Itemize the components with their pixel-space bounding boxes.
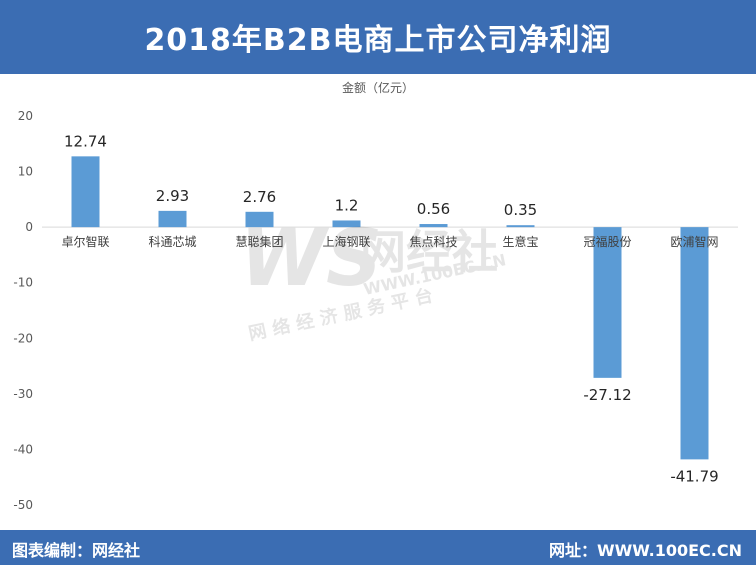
data-label: 0.56 [417, 200, 450, 218]
bar-5 [506, 225, 535, 228]
footer-credit: 图表编制：网经社 [12, 541, 141, 560]
y-tick-label: -50 [13, 498, 33, 512]
footer-bar: 图表编制：网经社 网址：WWW.100EC.CN [0, 530, 756, 565]
data-label: 0.35 [504, 201, 537, 219]
footer-website: 网址：WWW.100EC.CN [548, 541, 742, 560]
category-label: 科通芯城 [148, 235, 196, 249]
data-label: 12.74 [64, 132, 107, 150]
data-label: 2.93 [156, 187, 189, 205]
category-label: 上海钢联 [322, 234, 370, 249]
category-label: 冠福股份 [583, 234, 631, 249]
y-tick-label: 10 [18, 165, 33, 179]
y-tick-label: -10 [13, 276, 33, 290]
chart-title: 2018年B2B电商上市公司净利润 [144, 23, 612, 58]
data-label: 2.76 [243, 188, 276, 206]
y-axis-label: 金额（亿元） [342, 80, 414, 95]
category-label: 欧浦智网 [670, 234, 718, 249]
bar-6 [593, 227, 622, 378]
y-tick-label: -30 [13, 387, 33, 401]
y-tick-label: 20 [18, 109, 33, 123]
category-label: 卓尔智联 [61, 234, 109, 249]
bar-0 [71, 156, 100, 228]
data-label: -41.79 [670, 467, 718, 485]
chart: 金额（亿元） 20 10 0 -10 -20 -30 -40 -50 卓尔智联 12.74 科通芯… [13, 80, 738, 512]
y-tick-label: 0 [25, 220, 33, 234]
title-bar: 2018年B2B电商上市公司净利润 [0, 0, 756, 74]
y-tick-label: -40 [13, 442, 33, 456]
bar-4 [419, 224, 448, 228]
bar-2 [245, 211, 274, 228]
category-label: 焦点科技 [409, 235, 457, 249]
bar-3 [332, 220, 361, 228]
bar-7 [680, 227, 709, 460]
y-tick-label: -20 [13, 331, 33, 345]
category-label: 生意宝 [502, 234, 538, 249]
data-label: 1.2 [335, 196, 359, 214]
category-label: 慧聪集团 [235, 234, 283, 249]
bar-1 [158, 210, 187, 228]
data-label: -27.12 [583, 386, 631, 404]
